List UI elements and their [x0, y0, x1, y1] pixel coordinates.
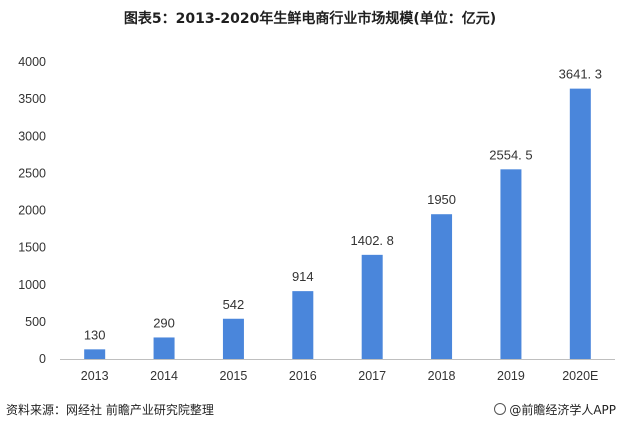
- brand-logo-icon: [494, 403, 507, 415]
- bar: [153, 337, 175, 359]
- bar: [431, 214, 453, 359]
- y-tick-label: 3500: [18, 92, 46, 106]
- bar: [500, 169, 522, 359]
- x-tick-label: 2013: [81, 369, 109, 383]
- data-label: 914: [292, 269, 314, 284]
- bar: [84, 349, 106, 359]
- data-label: 2554. 5: [489, 147, 532, 162]
- x-tick-label: 2015: [220, 369, 248, 383]
- x-tick-label: 2018: [428, 369, 456, 383]
- x-tick-label: 2016: [289, 369, 317, 383]
- y-tick-label: 1000: [18, 278, 46, 292]
- brand-text: @前瞻经济学人APP: [509, 403, 616, 417]
- y-tick-label: 0: [39, 352, 46, 366]
- data-label: 3641. 3: [559, 67, 602, 82]
- y-tick-label: 4000: [18, 55, 46, 69]
- y-tick-label: 3000: [18, 129, 46, 143]
- source-note: 资料来源：网经社 前瞻产业研究院整理: [6, 403, 214, 417]
- bar: [222, 318, 244, 359]
- x-tick-label: 2019: [497, 369, 525, 383]
- y-tick-label: 500: [25, 315, 46, 329]
- data-label: 1950: [427, 192, 456, 207]
- data-label: 290: [153, 315, 175, 330]
- y-tick-label: 2500: [18, 166, 46, 180]
- x-tick-label: 2017: [358, 369, 386, 383]
- y-tick-label: 2000: [18, 204, 46, 218]
- bar: [292, 291, 314, 359]
- brand-footer: @前瞻经济学人APP: [494, 401, 616, 418]
- x-tick-label: 2020E: [562, 369, 598, 383]
- data-label: 1402. 8: [351, 233, 394, 248]
- data-label: 130: [84, 327, 106, 342]
- chart-title: 图表5：2013-2020年生鲜电商行业市场规模(单位：亿元): [123, 11, 497, 27]
- x-tick-label: 2014: [150, 369, 178, 383]
- data-label: 542: [223, 297, 245, 312]
- y-tick-label: 1500: [18, 241, 46, 255]
- bar: [569, 88, 591, 359]
- bar: [361, 254, 383, 359]
